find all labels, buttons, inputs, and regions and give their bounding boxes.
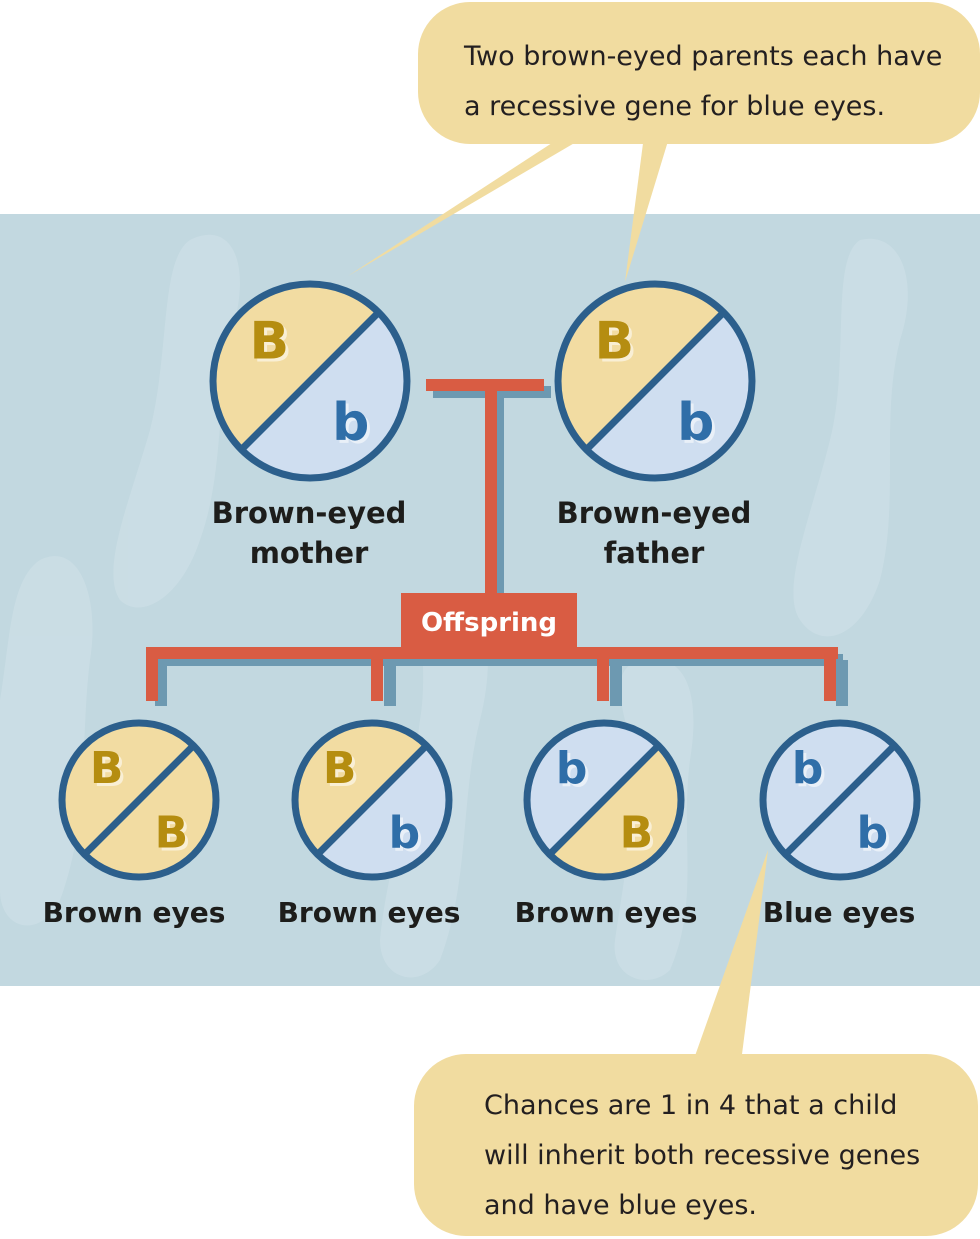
offspring-2-lower-allele: b — [389, 808, 421, 859]
offspring-4-upper-allele-shadow: b — [795, 746, 827, 797]
offspring-1-label: Brown eyes — [43, 896, 226, 929]
father-upper-allele: B — [594, 311, 634, 371]
father-lower-allele: b — [677, 393, 714, 453]
offspring-3-lower-allele: B — [620, 808, 654, 859]
mother-label-line2: mother — [250, 536, 369, 570]
mother-upper-allele: B — [249, 311, 289, 371]
mother-lower-allele-shadow: b — [335, 396, 372, 456]
offspring-3-outline — [523, 719, 685, 881]
top-callout-text: Two brown-eyed parents each have a reces… — [464, 41, 943, 122]
mother-lower-half — [241, 312, 407, 478]
offspring-4-lower-allele: b — [857, 808, 889, 859]
offspring-2-lower-allele-shadow: b — [392, 811, 424, 862]
offspring-4-divider — [783, 743, 897, 857]
offspring-1-upper-allele: B — [90, 743, 124, 794]
father-lower-half — [586, 312, 752, 478]
offspring-1-lower-allele-shadow: B — [158, 811, 192, 862]
offspring-1-lower-half — [84, 745, 216, 877]
father-label-line1: Brown-eyed — [557, 496, 752, 530]
offspring-3-lower-half — [549, 745, 681, 877]
mother-outline — [209, 280, 411, 482]
offspring-2-divider — [315, 743, 429, 857]
offspring-3-divider — [547, 743, 661, 857]
offspring-label: Offspring — [421, 608, 557, 638]
offspring-3-upper-allele: b — [556, 743, 588, 794]
connector-lines — [146, 379, 838, 701]
offspring-1-lower-allele: B — [155, 808, 189, 859]
offspring-3-lower-allele-shadow: B — [623, 811, 657, 862]
offspring-box — [401, 593, 577, 648]
offspring-1-divider — [82, 743, 196, 857]
offspring-2-upper-half — [295, 723, 427, 855]
offspring-2-upper-allele: B — [323, 743, 357, 794]
top-callout — [348, 2, 980, 282]
mother-divider — [238, 309, 382, 453]
bottom-callout-text: Chances are 1 in 4 that a child will inh… — [484, 1090, 921, 1221]
offspring-2-lower-half — [317, 745, 449, 877]
father-label-line2: father — [604, 536, 705, 570]
mother-lower-allele: b — [332, 393, 369, 453]
offspring-2-label: Brown eyes — [278, 896, 461, 929]
offspring-3-upper-allele-shadow: b — [559, 746, 591, 797]
offspring-3-upper-half — [527, 723, 659, 855]
offspring-4-upper-half — [763, 723, 895, 855]
mother-label-line1: Brown-eyed — [212, 496, 407, 530]
bottom-callout — [414, 850, 978, 1236]
offspring-2-upper-allele-shadow: B — [326, 746, 360, 797]
mother-upper-half — [213, 284, 379, 450]
father-divider — [583, 309, 727, 453]
offspring-4-lower-half — [785, 745, 917, 877]
father-upper-allele-shadow: B — [597, 314, 637, 374]
father-lower-allele-shadow: b — [680, 396, 717, 456]
offspring-4-lower-allele-shadow: b — [860, 811, 892, 862]
offspring-4-label: Blue eyes — [763, 896, 916, 929]
offspring-4-outline — [759, 719, 921, 881]
offspring-4-upper-allele: b — [792, 743, 824, 794]
offspring-1-upper-half — [62, 723, 194, 855]
offspring-2-outline — [291, 719, 453, 881]
offspring-3-label: Brown eyes — [515, 896, 698, 929]
father-upper-half — [557, 284, 724, 450]
mother-upper-allele-shadow: B — [252, 314, 292, 374]
offspring-1-outline — [58, 719, 220, 881]
offspring-1-upper-allele-shadow: B — [93, 746, 127, 797]
father-outline — [554, 280, 756, 482]
